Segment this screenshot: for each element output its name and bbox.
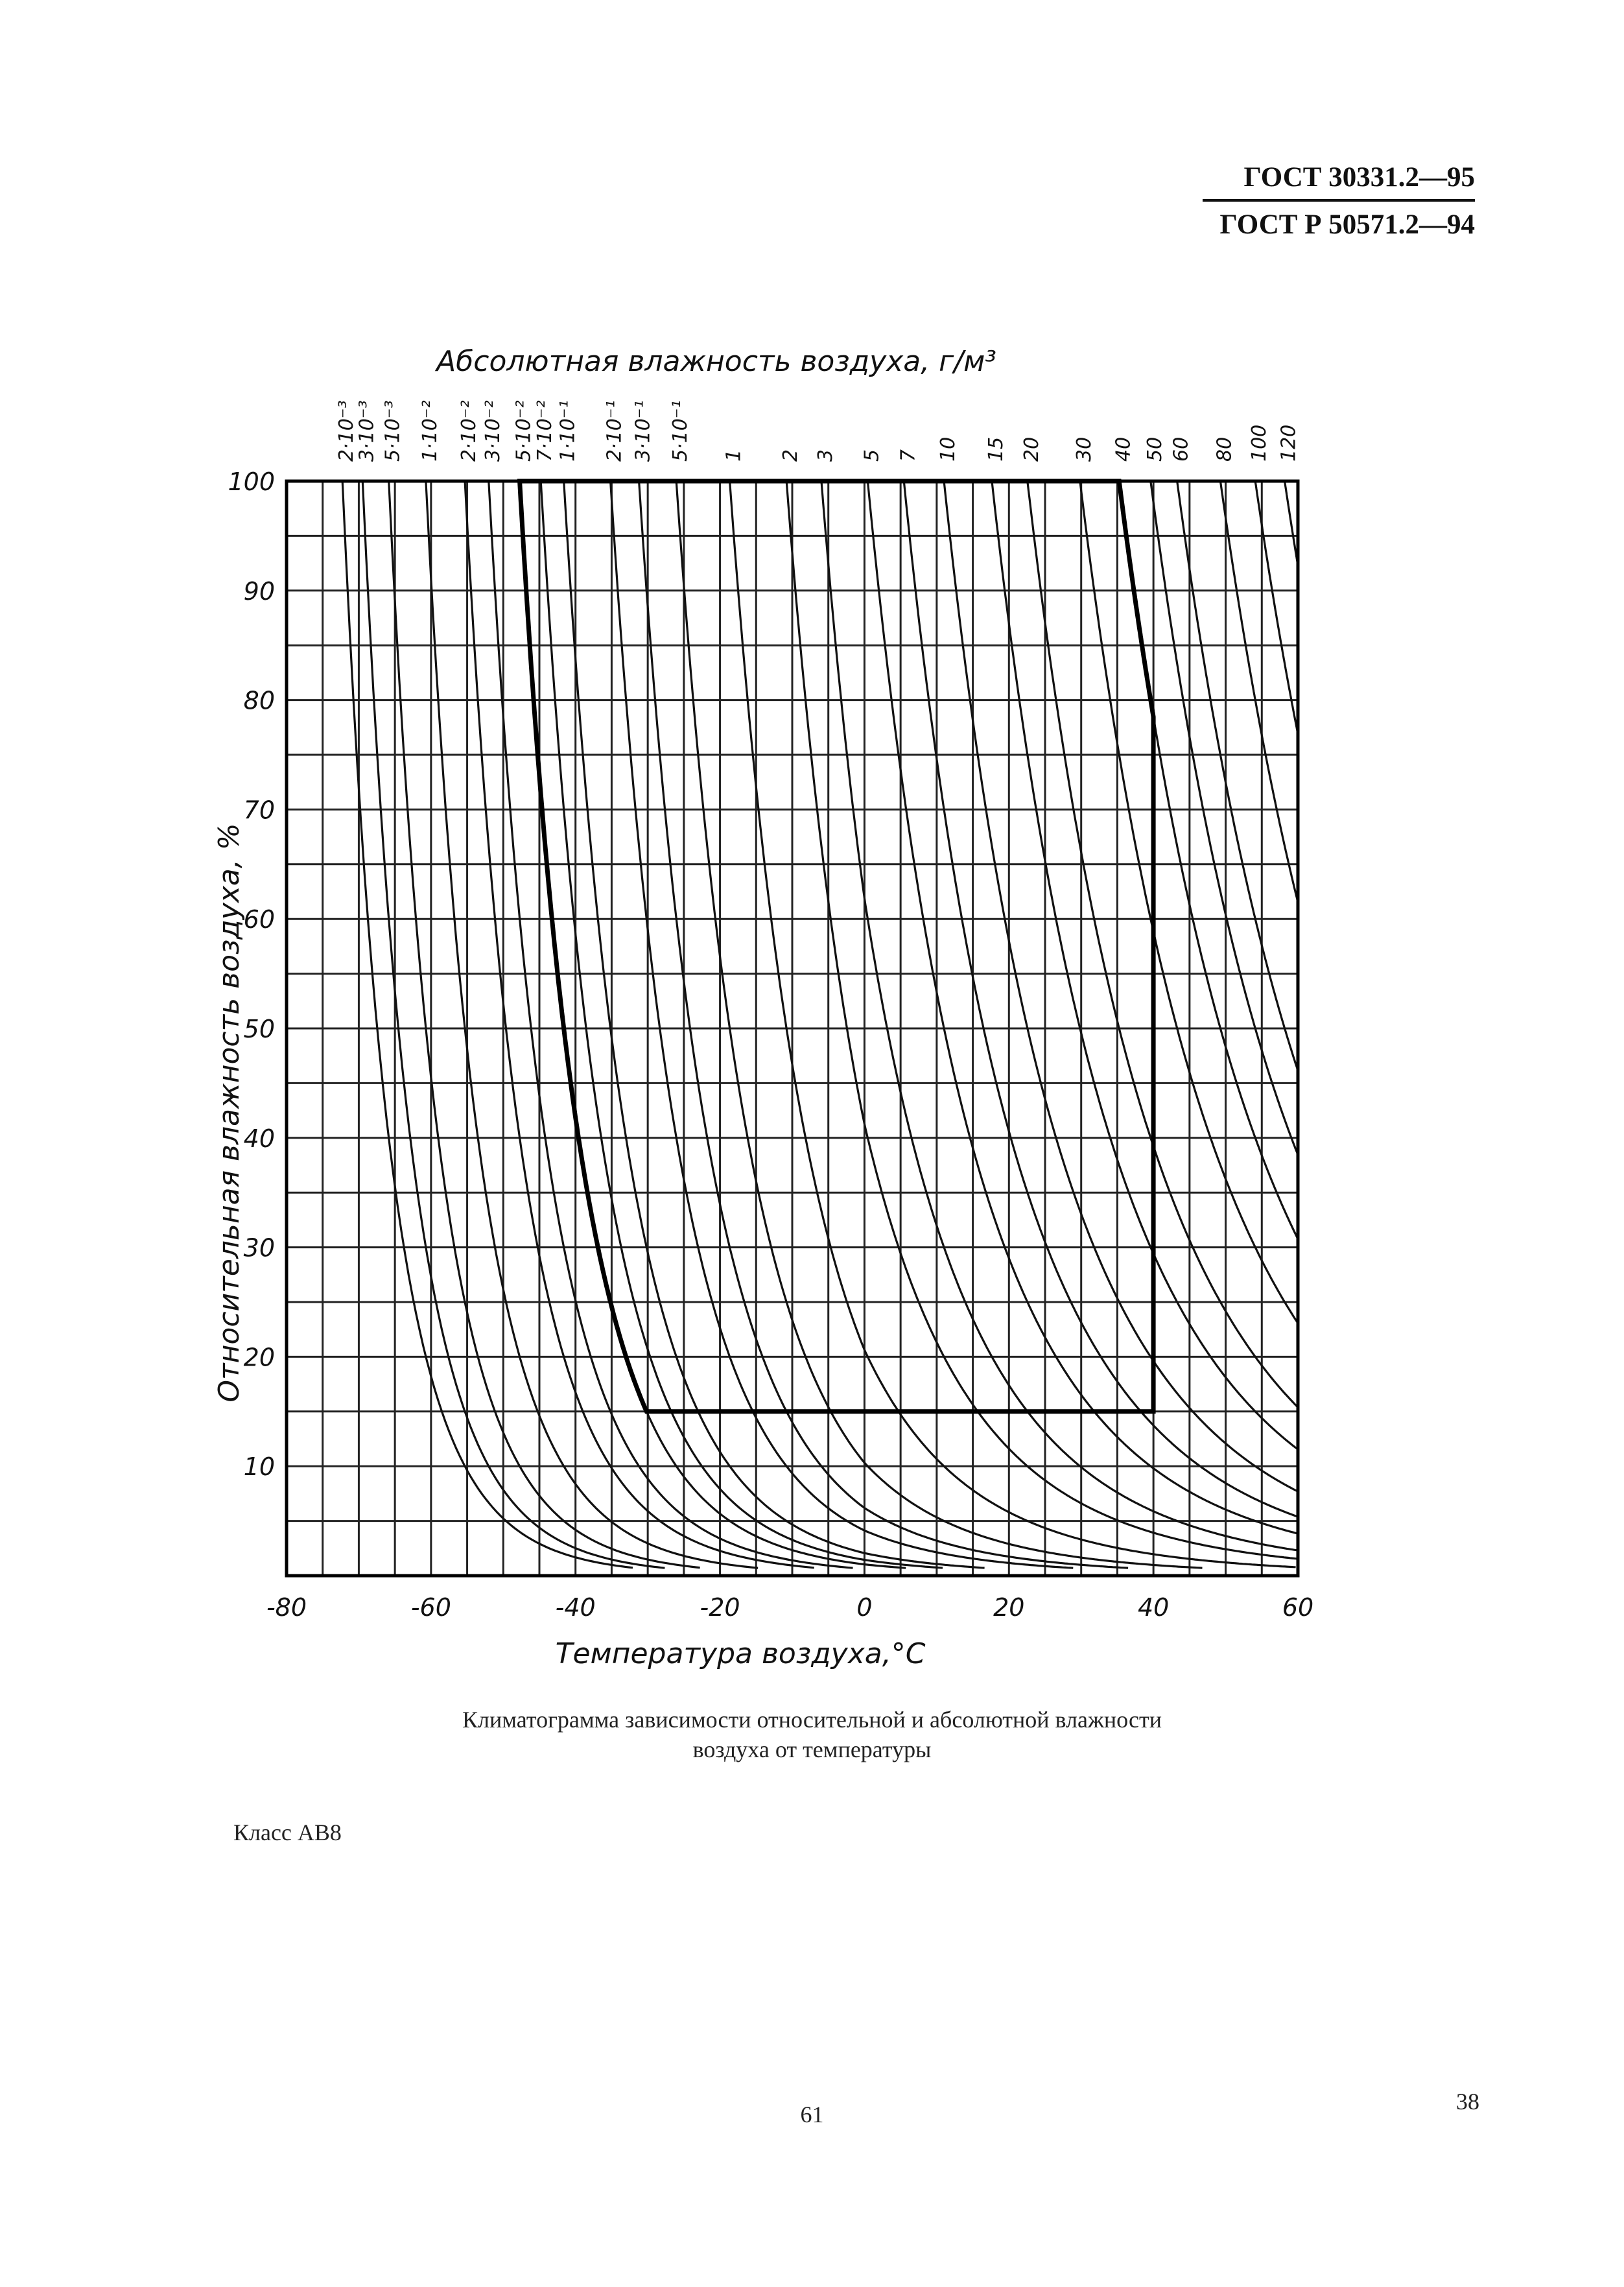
y-tick-label: 20 (244, 1343, 275, 1371)
humidity-curve (1219, 480, 1299, 903)
top-axis-title: Абсолютная влажность воздуха, г/м³ (434, 345, 996, 378)
humidity-curve (609, 480, 1074, 1569)
figure-caption-line-1: Климатограмма зависимости относительной … (462, 1707, 1162, 1733)
x-axis-title: Температура воздуха,°C (556, 1637, 926, 1670)
y-tick-label: 70 (244, 796, 275, 824)
humidity-curve (425, 480, 759, 1569)
y-tick-label: 60 (244, 905, 275, 934)
standard-number-primary: ГОСТ 30331.2—95 (1243, 162, 1476, 193)
chart-labels: 2·10⁻³3·10⁻³ 5·10⁻³ 1·10⁻² 2·10⁻² 3·10⁻² 5·10… (213, 345, 1313, 1670)
top-axis-tick-label: 60 (1170, 437, 1193, 462)
plot-frame (285, 479, 1300, 1578)
top-axis-tick-label: 1 (723, 449, 746, 462)
humidity-curve (675, 480, 1203, 1569)
humidity-curve (902, 480, 1299, 1518)
header-divider (1203, 199, 1475, 202)
humidity-curve (1079, 480, 1299, 1324)
standard-header: ГОСТ 30331.2—95 ГОСТ Р 50571.2—94 (1203, 163, 1475, 239)
humidity-curve (464, 480, 814, 1569)
top-axis-tick-label: 15 (985, 437, 1007, 462)
class-region (517, 479, 1156, 1414)
humidity-curve (1026, 480, 1299, 1408)
x-tick-label: 40 (1138, 1593, 1169, 1622)
humidity-curve (638, 480, 1129, 1569)
class-label: Класс АВ8 (233, 1819, 342, 1845)
y-tick-label: 80 (244, 687, 275, 715)
humidity-curve (488, 480, 853, 1569)
humidity-curve (785, 480, 1299, 1560)
top-axis-tick-label: 7 (897, 449, 919, 462)
top-axis-tick-label: 40 (1112, 437, 1135, 462)
top-axis-tick-label: 2·10⁻¹ (604, 400, 626, 462)
top-axis-tick-label: 3·10⁻¹ (632, 400, 655, 462)
top-axis-tick-label: 100 (1248, 425, 1271, 462)
top-axis-tick-label: 5·10⁻² (513, 400, 535, 462)
y-tick-label: 100 (228, 468, 275, 496)
top-axis-tick-label: 3 (814, 449, 837, 462)
top-axis-tick-label: 30 (1073, 437, 1096, 462)
standard-number-secondary: ГОСТ Р 50571.2—94 (1219, 209, 1475, 240)
humidity-curve (866, 480, 1299, 1535)
y-tick-label: 30 (244, 1234, 275, 1262)
humidity-curve (943, 480, 1299, 1493)
figure-caption-line-2: воздуха от температуры (692, 1736, 932, 1762)
humidity-curve (1176, 480, 1299, 1071)
humidity-curve (729, 480, 1296, 1569)
top-axis-tick-label: 20 (1020, 437, 1043, 462)
humidity-curve (563, 480, 985, 1569)
x-tick-label: -80 (266, 1593, 307, 1622)
humidity-curve (361, 480, 665, 1569)
sheet-number: 38 (1456, 2089, 1479, 2115)
x-tick-label: 60 (1282, 1593, 1313, 1622)
x-tick-label: 20 (993, 1593, 1024, 1622)
humidity-curve (1284, 480, 1299, 566)
y-tick-label: 50 (244, 1015, 275, 1043)
top-axis-tick-label: 5 (860, 449, 883, 462)
x-tick-label: -20 (700, 1593, 740, 1622)
y-tick-label: 40 (244, 1124, 275, 1153)
humidity-curve (820, 480, 1299, 1552)
humidity-curve (519, 480, 906, 1569)
y-axis-title: Относительная влажность воздуха, % (213, 823, 246, 1402)
top-axis-tick-label: 120 (1278, 425, 1300, 462)
x-tick-label: -60 (411, 1593, 451, 1622)
humidity-curve (388, 480, 700, 1569)
x-tick-label: 0 (856, 1593, 872, 1622)
top-axis-tick-label: 3·10⁻² (482, 400, 504, 462)
top-axis-tick-label: 2 (779, 449, 802, 462)
class-region-outline (517, 479, 1156, 1414)
absolute-humidity-curves (341, 480, 1299, 1569)
top-axis-tick-label: 5·10⁻³ (382, 400, 405, 462)
humidity-curve (1149, 480, 1299, 1155)
plot-border (285, 479, 1300, 1578)
x-tick-label: -40 (556, 1593, 596, 1622)
humidity-curve (1254, 480, 1299, 735)
top-axis-tick-label: 3·10⁻³ (355, 400, 378, 462)
y-tick-label: 10 (244, 1452, 275, 1481)
y-tick-label: 90 (244, 577, 275, 606)
top-axis-tick-label: 50 (1144, 437, 1166, 462)
top-axis-tick-label: 2·10⁻³ (335, 400, 358, 462)
top-axis-tick-label: 10 (937, 437, 959, 462)
humidity-curve (539, 480, 943, 1569)
humidity-curve (991, 480, 1299, 1451)
page-number: 61 (800, 2102, 824, 2127)
humidity-curve (341, 480, 633, 1569)
top-axis-tick-label: 80 (1213, 437, 1236, 462)
top-axis-tick-label: 1·10⁻¹ (557, 400, 580, 462)
top-axis-tick-label: 5·10⁻¹ (669, 400, 692, 462)
top-axis-tick-label: 1·10⁻² (419, 400, 441, 462)
top-axis-tick-label: 2·10⁻² (458, 400, 480, 462)
top-axis-tick-label: 7·10⁻² (534, 400, 556, 462)
